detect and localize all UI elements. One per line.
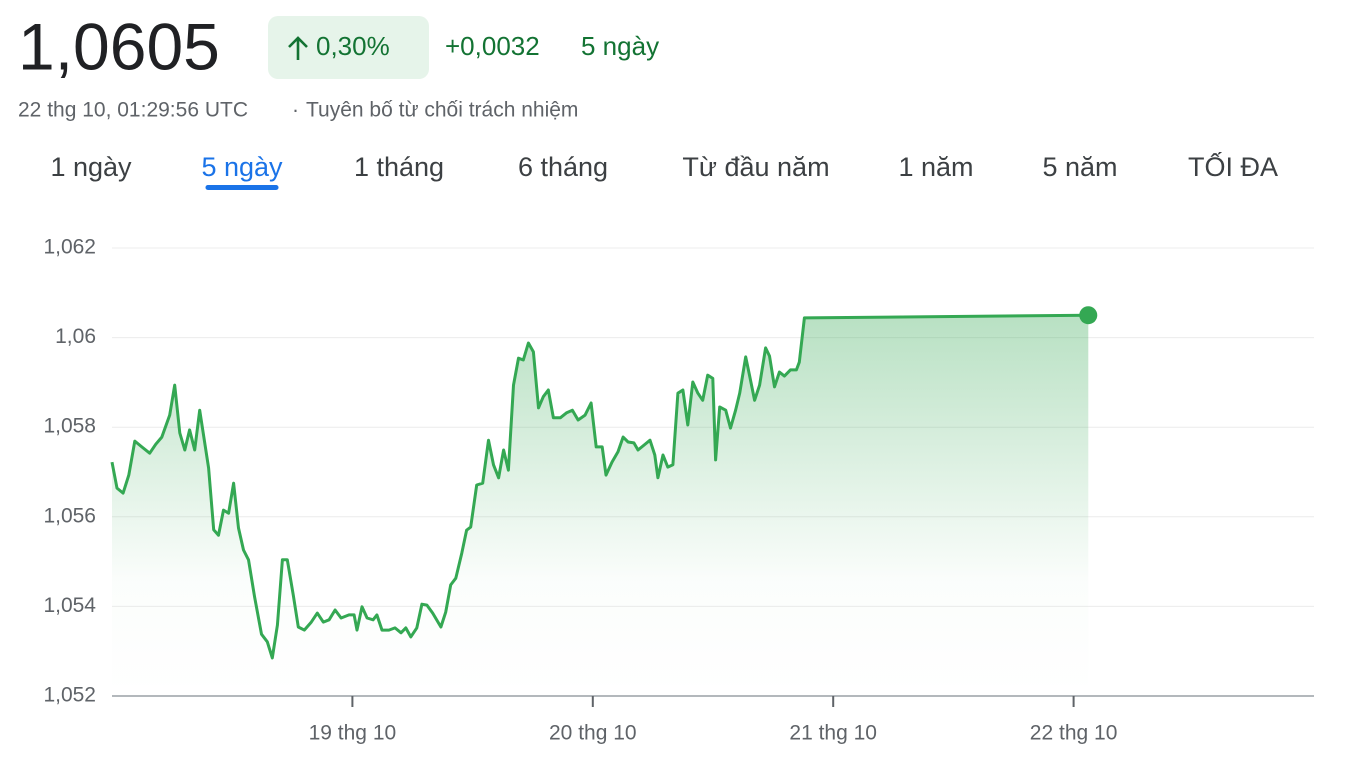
price: 1,0605 (18, 9, 220, 83)
up-arrow-icon (288, 36, 308, 60)
disclaimer-link[interactable]: Tuyên bố từ chối trách nhiệm (306, 99, 578, 122)
chart: 1,052 1,054 1,056 1,058 1,06 1,062 19 thg 10 20… (43, 236, 1314, 745)
timestamp: 22 thg 10, 01:29:56 UTC (18, 99, 248, 122)
y-tick-label: 1,056 (43, 504, 96, 527)
y-tick-label: 1,058 (43, 415, 96, 438)
x-tick-label: 22 thg 10 (1030, 722, 1118, 745)
x-tick-label: 19 thg 10 (309, 722, 397, 745)
price-line (110, 313, 1089, 660)
y-tick-label: 1,054 (43, 594, 96, 617)
range-tab[interactable]: Từ đầu năm (682, 152, 829, 182)
range-tabs: 1 ngày 5 ngày 1 tháng 6 tháng Từ đầu năm 1 nă… (50, 150, 1278, 190)
change-period: 5 ngày (581, 31, 659, 61)
range-tab[interactable]: 5 ngày (201, 152, 283, 182)
range-tab[interactable]: 5 năm (1042, 152, 1117, 182)
change-value: +0,0032 (445, 31, 540, 61)
range-tab[interactable]: 1 ngày (50, 152, 132, 182)
range-tab[interactable]: 6 tháng (518, 152, 608, 182)
last-point (1079, 306, 1098, 325)
y-tick-label: 1,06 (55, 325, 96, 348)
range-tab[interactable]: 1 năm (898, 152, 973, 182)
range-tab[interactable]: TỐI ĐA (1188, 150, 1278, 182)
price-area (112, 315, 1089, 696)
change-badge (268, 16, 429, 79)
y-tick-label: 1,052 (43, 684, 96, 707)
x-tick-label: 21 thg 10 (789, 722, 877, 745)
range-tab[interactable]: 1 tháng (354, 152, 444, 182)
change-percent: 0,30% (316, 31, 390, 61)
selected-tab-underline (205, 185, 279, 190)
x-tick-label: 20 thg 10 (549, 722, 637, 745)
y-tick-label: 1,062 (43, 236, 96, 259)
separator: · (292, 99, 299, 122)
